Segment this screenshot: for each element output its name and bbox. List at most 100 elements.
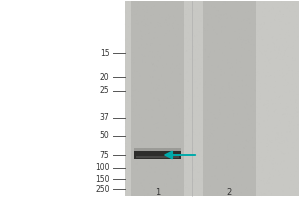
Point xyxy=(156,176,161,179)
Point xyxy=(128,78,132,81)
Point xyxy=(253,8,258,12)
Point xyxy=(178,189,183,192)
Point xyxy=(153,13,158,17)
Point xyxy=(246,180,250,183)
Point xyxy=(157,29,162,32)
Point xyxy=(274,137,279,140)
Point xyxy=(284,10,289,13)
Point xyxy=(215,11,220,14)
Point xyxy=(153,76,158,79)
Point xyxy=(287,75,292,78)
Point xyxy=(136,28,140,31)
Point xyxy=(248,138,253,141)
Point xyxy=(172,43,177,47)
Point xyxy=(171,126,176,129)
Point xyxy=(181,178,186,181)
Point xyxy=(237,192,242,195)
Point xyxy=(265,169,269,172)
Point xyxy=(165,10,170,13)
Point xyxy=(162,118,167,122)
Point xyxy=(183,158,188,161)
Point xyxy=(241,38,245,41)
Point xyxy=(123,11,128,14)
Point xyxy=(251,119,256,122)
Point xyxy=(154,31,158,34)
Point xyxy=(248,28,253,31)
Point xyxy=(253,66,257,70)
Point xyxy=(265,80,270,83)
Point xyxy=(195,110,200,113)
Point xyxy=(281,24,286,27)
Point xyxy=(237,77,242,80)
Point xyxy=(220,43,225,46)
Point xyxy=(154,81,159,84)
Point xyxy=(284,138,289,141)
Point xyxy=(218,129,223,132)
Point xyxy=(136,107,141,110)
Point xyxy=(206,66,211,69)
Point xyxy=(289,45,294,48)
Point xyxy=(231,101,236,104)
Point xyxy=(252,22,257,26)
Point xyxy=(203,33,208,36)
Point xyxy=(206,41,210,44)
Point xyxy=(164,73,168,76)
Point xyxy=(261,182,266,185)
Point xyxy=(200,34,205,37)
Point xyxy=(260,144,265,148)
Point xyxy=(158,145,162,149)
Point xyxy=(211,70,216,73)
Point xyxy=(291,73,296,76)
Point xyxy=(133,113,138,116)
Point xyxy=(248,101,253,104)
Point xyxy=(232,11,236,15)
Point xyxy=(166,49,171,52)
Point xyxy=(165,45,170,48)
Point xyxy=(144,154,149,158)
Point xyxy=(153,162,158,165)
Point xyxy=(295,30,300,33)
Point xyxy=(186,166,191,169)
Point xyxy=(166,183,171,187)
Point xyxy=(131,111,136,114)
Point xyxy=(221,108,226,111)
Point xyxy=(206,139,211,142)
Point xyxy=(161,68,166,71)
Point xyxy=(254,119,259,122)
Point xyxy=(138,13,143,16)
Point xyxy=(276,57,280,60)
Point xyxy=(164,38,168,41)
Point xyxy=(272,70,277,74)
Point xyxy=(277,101,282,104)
Point xyxy=(268,123,273,126)
Point xyxy=(204,25,209,28)
Point xyxy=(258,105,263,108)
Point xyxy=(190,44,195,47)
Point xyxy=(140,59,145,62)
Point xyxy=(270,95,275,98)
Point xyxy=(149,21,154,24)
Point xyxy=(201,142,206,145)
Point xyxy=(293,88,298,91)
Point xyxy=(265,24,270,27)
Point xyxy=(229,172,234,175)
Point xyxy=(141,151,146,154)
Point xyxy=(170,105,175,109)
Point xyxy=(284,94,288,97)
Point xyxy=(202,13,207,16)
Point xyxy=(152,81,157,84)
Point xyxy=(154,54,159,57)
Point xyxy=(127,6,132,9)
Point xyxy=(166,114,171,117)
Point xyxy=(264,93,268,97)
Point xyxy=(139,15,143,18)
Point xyxy=(256,132,261,135)
Point xyxy=(246,88,251,91)
Point xyxy=(219,132,224,135)
Point xyxy=(124,72,129,75)
Point xyxy=(222,38,226,42)
Point xyxy=(240,22,245,25)
Point xyxy=(183,18,188,21)
Point xyxy=(152,64,156,67)
Point xyxy=(189,180,194,184)
